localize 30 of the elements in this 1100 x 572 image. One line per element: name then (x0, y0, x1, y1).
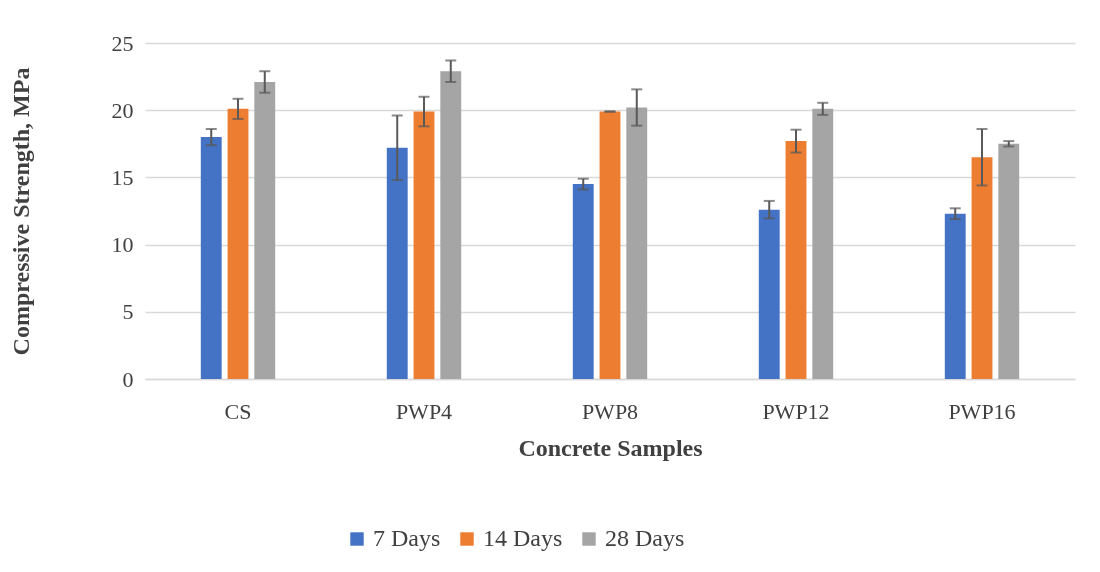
y-tick-label: 25 (111, 30, 134, 56)
bar (227, 108, 249, 379)
bar (386, 147, 408, 379)
x-tick-label: PWP8 (581, 398, 639, 424)
x-axis-title: Concrete Samples (518, 434, 703, 461)
y-tick-label: 0 (122, 366, 134, 392)
x-tick-label: PWP16 (948, 398, 1016, 424)
bar (599, 111, 621, 379)
bar (200, 137, 222, 379)
y-axis-title: Compressive Strength, MPa (7, 67, 34, 356)
bar (440, 71, 462, 379)
bar (758, 209, 780, 379)
bar (413, 111, 435, 379)
bar (944, 213, 966, 379)
x-tick-label: PWP4 (395, 398, 453, 424)
x-tick-label: PWP12 (762, 398, 830, 424)
bar (254, 81, 276, 379)
bar (971, 157, 993, 379)
bar (626, 107, 648, 379)
legend-label: 7 Days (373, 525, 441, 551)
y-tick-label: 15 (111, 164, 134, 190)
bar (785, 141, 807, 379)
legend-label: 14 Days (483, 525, 563, 551)
y-tick-label: 5 (122, 299, 134, 325)
y-tick-label: 20 (111, 97, 134, 123)
bar (812, 108, 834, 379)
bar (572, 184, 594, 379)
y-tick-label: 10 (111, 232, 134, 258)
x-tick-label: CS (224, 398, 252, 424)
legend-label: 28 Days (605, 525, 685, 551)
